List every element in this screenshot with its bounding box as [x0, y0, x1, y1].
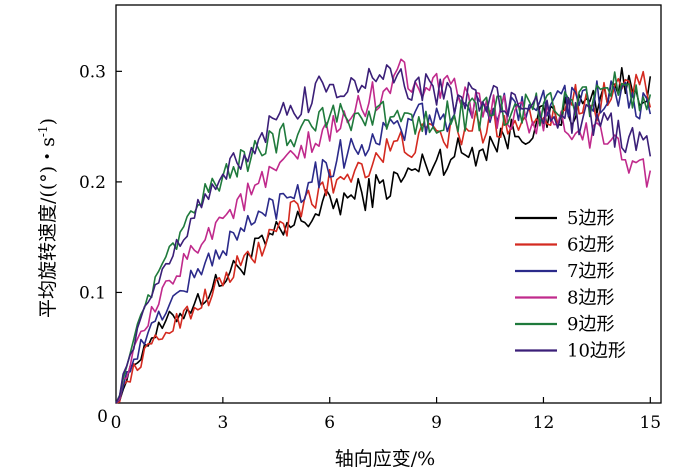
x-tick-label: 3 — [217, 413, 228, 433]
x-tick-label: 0 — [111, 413, 122, 433]
legend: 5边形 6边形 7边形 8边形 9边形 10边形 — [515, 208, 626, 362]
legend-label: 9边形 — [567, 314, 614, 335]
series-line-6 — [115, 64, 652, 404]
x-tick-label: 12 — [533, 413, 555, 433]
series-line-1 — [115, 67, 652, 404]
y-tick-label: 0 — [97, 407, 108, 427]
x-tick-label: 15 — [639, 413, 661, 433]
legend-label: 6边形 — [567, 235, 614, 256]
y-axis-title: 平均旋转速度/((°)・s-1) — [36, 118, 59, 318]
y-tick-label: 0.3 — [79, 62, 106, 82]
legend-label: 10边形 — [567, 341, 626, 362]
legend-label: 7边形 — [567, 261, 614, 282]
axis-layer: 0 3 6 9 12 15 0 0.1 0.2 0.3 — [79, 62, 661, 433]
x-tick-label: 6 — [324, 413, 335, 433]
x-tick-label: 9 — [431, 413, 442, 433]
plot-frame — [115, 4, 662, 404]
series-layer — [115, 58, 652, 404]
series-line-4 — [115, 58, 652, 404]
y-tick-label: 0.2 — [79, 173, 106, 193]
series-line-3 — [115, 80, 652, 404]
y-tick-label: 0.1 — [79, 283, 106, 303]
legend-label: 5边形 — [567, 208, 614, 229]
legend-label: 8边形 — [567, 288, 614, 309]
x-axis-title: 轴向应变/% — [335, 448, 435, 470]
